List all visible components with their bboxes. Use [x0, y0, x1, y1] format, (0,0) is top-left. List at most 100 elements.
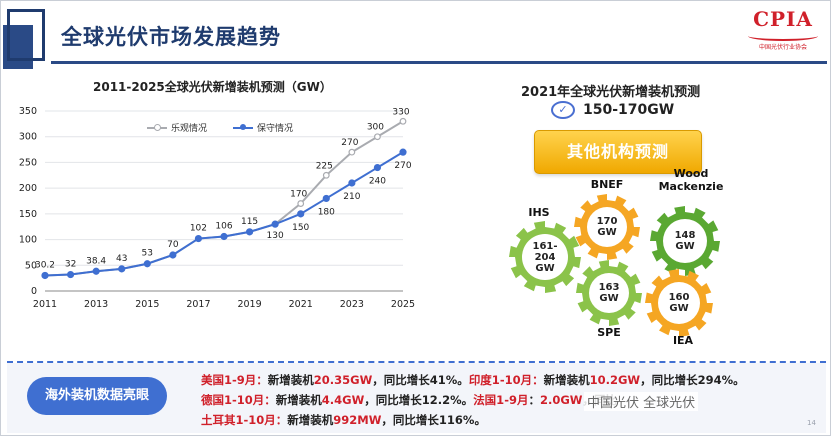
data-label: 180: [318, 207, 335, 217]
data-point: [399, 148, 407, 156]
y-tick-label: 200: [19, 183, 37, 194]
gear-value: 160 GW: [668, 292, 690, 314]
y-tick-label: 50: [25, 260, 37, 271]
legend-optimistic-swatch: [147, 123, 167, 131]
gear-center: [587, 207, 627, 247]
stat-segment: ，同比增长116%。: [381, 413, 486, 427]
stat-line-3: 土耳其1-10月：新增装机992MW，同比增长116%。: [201, 412, 486, 428]
stat-segment: 新增装机: [267, 373, 314, 387]
gear-org-label: IHS: [528, 206, 550, 219]
stat-segment: 20.35GW: [313, 373, 373, 387]
data-point: [322, 194, 330, 203]
overseas-highlight-badge: 海外装机数据亮眼: [27, 377, 167, 415]
y-tick-label: 150: [19, 209, 37, 220]
data-point: [348, 148, 356, 156]
stat-segment: ，同比增长41%。: [372, 373, 469, 387]
data-label: 130: [267, 231, 284, 241]
y-tick-label: 250: [19, 157, 37, 168]
y-tick-label: 0: [31, 286, 37, 297]
logo-arc: [748, 31, 818, 41]
header-divider: [51, 61, 827, 64]
data-label: 240: [369, 177, 386, 187]
data-label: 70: [167, 240, 179, 250]
stat-line-2: 德国1-10月：新增装机4.4GW，同比增长12.2%。法国1-9月：2.0GW…: [201, 392, 617, 408]
header-accent-frame: [7, 9, 45, 61]
cpia-logo: CPIA 中国光伏行业协会: [741, 7, 825, 53]
watermark: 中国光伏 全球光伏: [584, 392, 699, 411]
gear-org-label: SPE: [597, 326, 621, 339]
stat-segment: 美国1-9月：: [201, 373, 268, 387]
x-tick-label: 2023: [340, 299, 364, 310]
gear-center: [658, 282, 700, 324]
chart-title: 2011-2025全球光伏新增装机预测（GW）: [93, 80, 332, 94]
stat-segment: 2.0GW: [539, 393, 583, 407]
data-point: [374, 133, 381, 141]
data-point: [220, 232, 228, 241]
data-point: [373, 163, 382, 172]
data-label: 106: [215, 221, 232, 231]
x-tick-label: 2025: [391, 299, 415, 310]
legend-conservative: 保守情况: [233, 121, 293, 134]
other-institutions-button[interactable]: 其他机构预测: [534, 130, 702, 174]
forecast-title: 2021年全球光伏新增装机预测: [521, 85, 701, 100]
data-point: [271, 220, 279, 228]
data-label: 53: [142, 249, 153, 259]
stat-line-1: 美国1-9月：新增装机20.35GW，同比增长41%。印度1-10月：新增装机1…: [201, 372, 745, 388]
page-title: 全球光伏市场发展趋势: [61, 25, 281, 49]
data-point: [322, 171, 330, 179]
gear-value: 148 GW: [674, 230, 696, 252]
stat-segment: 4.4GW: [321, 393, 365, 407]
legend-optimistic-label: 乐观情况: [171, 124, 208, 134]
gear-org-label: IEA: [672, 334, 694, 347]
logo-text: CPIA: [753, 7, 813, 31]
data-point: [92, 267, 100, 275]
data-label: 32: [65, 260, 76, 270]
data-point: [66, 270, 75, 279]
data-label: 150: [292, 223, 309, 233]
gears-diagram: [509, 194, 720, 337]
legend-conservative-label: 保守情况: [257, 124, 294, 134]
data-point: [245, 228, 254, 236]
gear-center: [663, 219, 707, 263]
gear-org-label: Wood Mackenzie: [658, 167, 724, 193]
data-point: [348, 179, 356, 187]
data-label: 300: [367, 123, 384, 133]
stat-segment: ，同比增长294%。: [640, 373, 745, 387]
gear-value: 161- 204 GW: [532, 240, 558, 274]
data-label: 170: [290, 190, 307, 200]
data-point: [169, 251, 177, 259]
line-chart: 0 50 100 150 200 250 300 350 2011 2013 2015 2017 201…: [19, 106, 415, 310]
x-tick-label: 2015: [135, 299, 159, 310]
gear-value: 170 GW: [596, 216, 618, 238]
x-tick-label: 2017: [186, 299, 210, 310]
data-label: 30.2: [35, 260, 55, 270]
page-number: 14: [807, 419, 816, 427]
legend-optimistic: 乐观情况: [147, 121, 207, 134]
data-label: 330: [392, 107, 409, 117]
stat-segment: 新增装机: [275, 393, 322, 407]
data-label: 43: [116, 254, 127, 264]
check-icon: ✓: [551, 101, 575, 119]
data-point: [297, 200, 305, 207]
data-point: [143, 260, 151, 268]
x-tick-label: 2011: [33, 299, 57, 310]
stat-segment: 土耳其1-10月：: [201, 413, 288, 427]
y-tick-label: 350: [19, 106, 37, 117]
stat-segment: 法国1-9月: [473, 393, 529, 407]
y-tick-label: 300: [19, 132, 37, 143]
data-point: [41, 271, 49, 280]
x-tick-label: 2013: [84, 299, 108, 310]
x-tick-label: 2021: [289, 299, 313, 310]
x-tick-label: 2019: [237, 299, 261, 310]
gear-center: [522, 234, 568, 280]
stat-segment: 印度1-10月：: [468, 373, 544, 387]
stat-segment: 新增装机: [543, 373, 590, 387]
forecast-range: ✓ 150-170GW: [551, 101, 674, 119]
stat-segment: 新增装机: [287, 413, 334, 427]
y-tick-label: 100: [19, 235, 37, 246]
data-point: [194, 234, 203, 243]
data-label: 225: [316, 161, 333, 171]
forecast-range-value: 150-170GW: [583, 102, 675, 118]
bottom-divider: [7, 361, 826, 363]
